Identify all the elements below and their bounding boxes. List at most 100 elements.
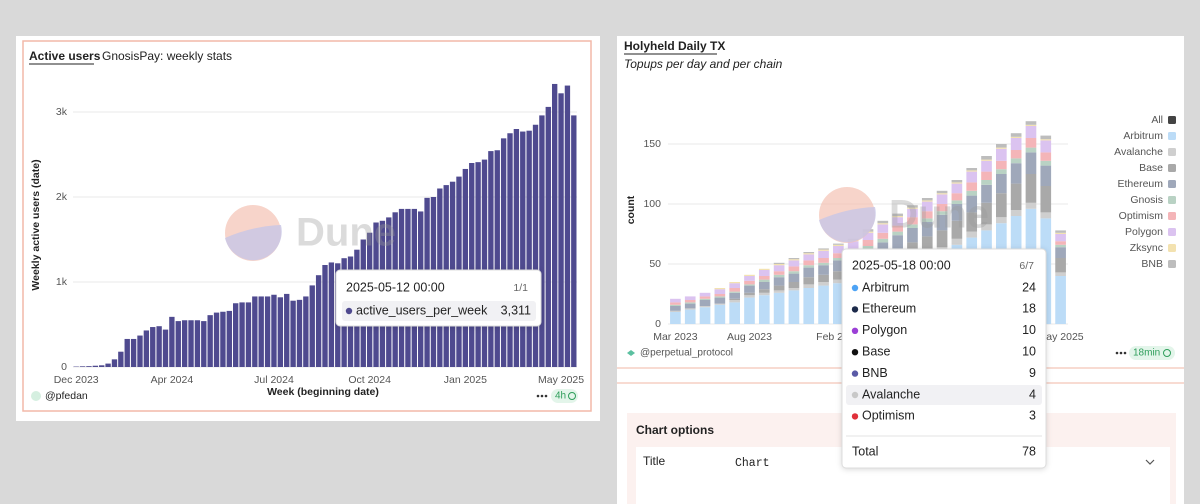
bar-segment bbox=[788, 266, 800, 272]
bar-segment bbox=[907, 224, 918, 228]
bar-segment bbox=[803, 254, 815, 261]
bar-segment bbox=[907, 208, 918, 218]
legend-label[interactable]: Avalanche bbox=[1114, 146, 1163, 158]
bar-segment bbox=[833, 258, 844, 261]
bar-segment bbox=[877, 220, 889, 224]
field-value[interactable]: Chart bbox=[735, 457, 770, 470]
menu-icon[interactable] bbox=[1115, 351, 1127, 355]
tooltip-count: 1/1 bbox=[513, 282, 528, 294]
legend-label[interactable]: BNB bbox=[1141, 258, 1163, 270]
bar-segment bbox=[773, 274, 785, 278]
menu-dot bbox=[1119, 351, 1123, 355]
legend-label[interactable]: Optimism bbox=[1119, 210, 1164, 222]
bar-segment bbox=[981, 159, 992, 161]
tooltip-value: 4 bbox=[1029, 387, 1036, 401]
bar-segment bbox=[1025, 126, 1037, 138]
legend-label[interactable]: All bbox=[1151, 114, 1163, 126]
legend-label[interactable]: Zksync bbox=[1130, 242, 1163, 254]
x-tick-label: Dec 2023 bbox=[54, 374, 99, 386]
bar bbox=[86, 366, 92, 367]
bar-segment bbox=[877, 242, 889, 255]
bar-segment bbox=[1040, 140, 1052, 153]
x-axis-label: Week (beginning date) bbox=[267, 386, 379, 398]
bar-segment bbox=[966, 195, 978, 213]
bar bbox=[207, 315, 213, 367]
bar bbox=[92, 365, 99, 367]
author[interactable]: @perpetual_protocol bbox=[640, 348, 733, 359]
legend-label[interactable]: Polygon bbox=[1125, 226, 1163, 238]
bar-segment bbox=[773, 265, 785, 272]
bar-segment bbox=[1055, 241, 1066, 245]
legend-label[interactable]: Base bbox=[1139, 162, 1163, 174]
legend-label[interactable]: Ethereum bbox=[1117, 178, 1163, 190]
bar-segment bbox=[803, 288, 815, 324]
bar-segment bbox=[729, 292, 740, 299]
bar bbox=[500, 138, 507, 367]
bar-segment bbox=[714, 294, 726, 297]
tooltip-dot bbox=[851, 370, 859, 377]
author-icon bbox=[31, 391, 41, 401]
bar-segment bbox=[1025, 121, 1037, 125]
bar bbox=[143, 330, 150, 367]
bar-segment bbox=[699, 306, 711, 308]
bar-segment bbox=[951, 238, 963, 245]
bar-segment bbox=[1055, 234, 1066, 242]
bar-segment bbox=[729, 288, 740, 292]
bar-segment bbox=[744, 276, 755, 281]
panel-title: Chart options bbox=[636, 423, 714, 437]
bar-segment bbox=[1055, 258, 1066, 273]
x-tick-label: May 2025 bbox=[1038, 331, 1084, 343]
bar-segment bbox=[892, 217, 903, 226]
bar-segment bbox=[699, 296, 711, 299]
field-label: Title bbox=[643, 454, 666, 468]
legend-swatch bbox=[1168, 116, 1176, 124]
bar bbox=[162, 329, 169, 367]
y-axis-label: count bbox=[625, 195, 637, 224]
bar-segment bbox=[996, 147, 1007, 149]
bar bbox=[111, 359, 118, 367]
bar-segment bbox=[936, 190, 948, 194]
bar-segment bbox=[1025, 124, 1037, 126]
bar-segment bbox=[862, 232, 874, 240]
legend-label[interactable]: Gnosis bbox=[1130, 194, 1163, 206]
y-axis-label: Weekly active users (date) bbox=[30, 159, 42, 290]
tooltip-label: Avalanche bbox=[862, 387, 920, 401]
x-tick-label: Oct 2024 bbox=[348, 374, 391, 386]
bar bbox=[322, 265, 328, 367]
bar-segment bbox=[714, 288, 726, 290]
bar bbox=[220, 311, 226, 367]
bar-segment bbox=[892, 216, 903, 218]
y-tick-label: 2k bbox=[56, 191, 68, 203]
bar-segment bbox=[951, 180, 963, 183]
bar-segment bbox=[1010, 183, 1022, 210]
tooltip-dot bbox=[851, 327, 859, 334]
y-tick-label: 0 bbox=[655, 318, 661, 330]
bar bbox=[258, 296, 264, 367]
bar-segment bbox=[714, 297, 726, 304]
bar-segment bbox=[951, 182, 963, 184]
tooltip-label: active_users_per_week bbox=[356, 303, 488, 317]
chart-title[interactable]: Active users bbox=[29, 49, 101, 63]
legend-swatch bbox=[1168, 164, 1176, 172]
chart-title[interactable]: Holyheld Daily TX bbox=[624, 39, 725, 53]
bar-segment bbox=[758, 289, 770, 293]
legend-label[interactable]: Arbitrum bbox=[1123, 130, 1163, 142]
bar-segment bbox=[1055, 230, 1066, 233]
bar bbox=[558, 93, 564, 368]
author[interactable]: @pfedan bbox=[45, 390, 88, 402]
bar-segment bbox=[670, 306, 681, 311]
bar-segment bbox=[996, 193, 1007, 218]
bar bbox=[462, 168, 469, 367]
bar-segment bbox=[936, 230, 948, 248]
menu-icon[interactable] bbox=[536, 394, 548, 398]
watermark-text: Dune bbox=[296, 211, 396, 255]
bar-segment bbox=[966, 182, 978, 191]
bar-segment bbox=[1040, 139, 1052, 141]
bar-segment bbox=[803, 265, 815, 268]
bar-segment bbox=[1040, 186, 1052, 213]
chevron[interactable] bbox=[1145, 459, 1155, 465]
bar bbox=[571, 115, 577, 368]
bar-segment bbox=[981, 224, 992, 231]
bar bbox=[156, 326, 162, 367]
